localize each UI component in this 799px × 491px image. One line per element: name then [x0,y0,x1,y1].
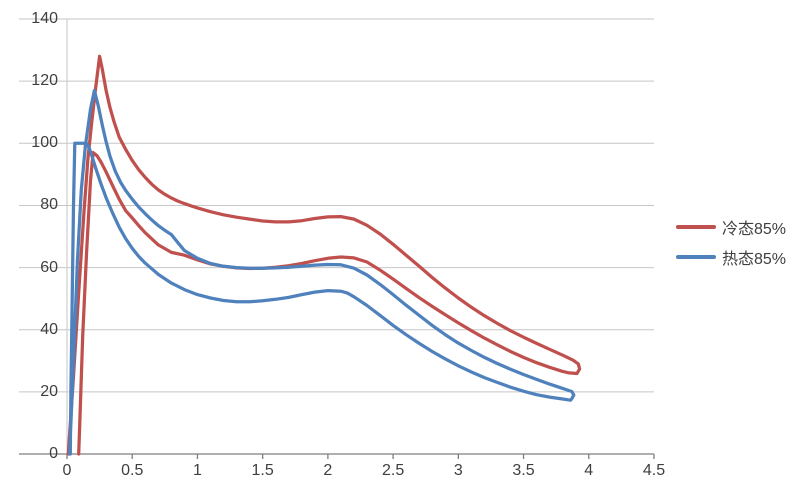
x-axis-tick-label: 2 [323,462,333,479]
y-axis-tick-label: 80 [40,196,58,214]
x-axis-tick-label: 4 [584,462,594,479]
x-axis-tick-label: 4.5 [642,462,666,479]
y-axis-tick-label: 120 [31,72,58,90]
x-axis-tick-label: 0.5 [121,462,144,479]
legend-line-sample-hot-icon [676,255,716,259]
y-axis-tick-label: 140 [31,10,58,28]
legend-label-hot: 热态85% [722,251,787,268]
y-axis-tick-label: 0 [49,445,58,462]
x-axis-tick-label: 0 [62,462,72,479]
legend-label-cold: 冷态85% [722,221,787,238]
series-line-hot [67,88,576,456]
series-line-cold [66,54,582,456]
y-axis-tick-label: 20 [40,382,58,400]
x-axis-tick-label: 1 [192,462,202,479]
legend: 冷态85% 热态85% [676,212,786,272]
x-axis-tick-label: 3.5 [512,462,535,479]
y-axis-tick-label: 60 [40,258,58,276]
y-axis-tick-label: 40 [40,320,58,338]
y-axis-tick-label: 100 [31,134,58,152]
x-axis-tick-label: 2.5 [381,462,405,479]
legend-line-sample-cold-icon [676,225,716,229]
x-axis-tick-label: 1.5 [251,462,274,479]
legend-item-hot: 热态85% [676,242,786,272]
x-axis-tick-label: 3 [453,462,463,479]
legend-item-cold: 冷态85% [676,212,786,242]
